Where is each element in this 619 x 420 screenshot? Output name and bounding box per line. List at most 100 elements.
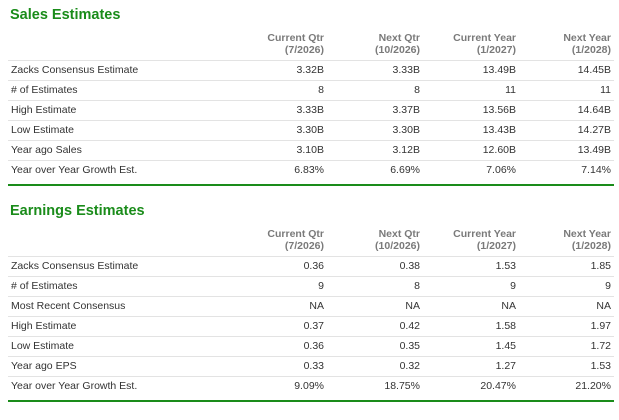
table-row: High Estimate 0.37 0.42 1.58 1.97 xyxy=(8,316,614,337)
table-cell: 7.06% xyxy=(486,164,516,176)
column-header-line1: Current Year xyxy=(453,228,516,240)
table-cell: 0.35 xyxy=(327,336,423,357)
column-header-line1: Next Qtr xyxy=(378,228,420,240)
table-cell: 6.83% xyxy=(294,164,324,176)
column-header-line2: (1/2028) xyxy=(571,43,611,56)
table-row: Low Estimate 3.30B 3.30B 13.43B 14.27B xyxy=(8,120,614,141)
table-cell: NA xyxy=(519,296,614,317)
table-cell: 11 xyxy=(423,80,519,101)
table-cell: 6.69% xyxy=(390,164,420,176)
row-label: Zacks Consensus Estimate xyxy=(8,60,229,81)
table-cell: 0.36 xyxy=(229,256,327,277)
column-header-next-year: Next Year (1/2028) xyxy=(519,224,614,257)
table-cell: 0.32 xyxy=(327,356,423,377)
table-row: # of Estimates 8 8 11 11 xyxy=(8,80,614,101)
table-row: Zacks Consensus Estimate 0.36 0.38 1.53 … xyxy=(8,256,614,277)
row-label: High Estimate xyxy=(8,100,229,121)
column-header-next-qtr: Next Qtr (10/2026) xyxy=(327,28,423,61)
row-label: Year ago EPS xyxy=(8,356,229,377)
table-row: Most Recent Consensus NA NA NA NA xyxy=(8,296,614,317)
table-cell: 9 xyxy=(423,276,519,297)
column-header-line1: Current Year xyxy=(453,32,516,44)
table-cell: 8 xyxy=(327,276,423,297)
table-row: Year ago EPS 0.33 0.32 1.27 1.53 xyxy=(8,356,614,377)
column-header-line2: (1/2027) xyxy=(476,239,516,252)
column-header-current-qtr: Current Qtr (7/2026) xyxy=(229,28,327,61)
row-label: High Estimate xyxy=(8,316,229,337)
header-blank xyxy=(8,28,229,61)
column-header-line1: Current Qtr xyxy=(267,32,324,44)
table-cell: 12.60B xyxy=(423,140,519,161)
table-cell: 1.53 xyxy=(423,256,519,277)
table-cell: 13.49B xyxy=(519,140,614,161)
table-cell: 0.37 xyxy=(229,316,327,337)
table-cell: 0.38 xyxy=(327,256,423,277)
table-row: Year over Year Growth Est. 9.09% 18.75% … xyxy=(8,377,614,397)
table-cell: 3.30B xyxy=(327,120,423,141)
sales-estimates-title: Sales Estimates xyxy=(10,7,121,23)
column-header-line2: (7/2026) xyxy=(284,43,324,56)
table-cell: 18.75% xyxy=(384,380,420,392)
column-header-line2: (7/2026) xyxy=(284,239,324,252)
table-cell: NA xyxy=(229,296,327,317)
row-label: Low Estimate xyxy=(8,120,229,141)
earnings-estimates-table: Current Qtr (7/2026) Next Qtr (10/2026) … xyxy=(8,224,614,396)
table-cell: 1.58 xyxy=(423,316,519,337)
table-cell: 14.45B xyxy=(519,60,614,81)
table-cell: 8 xyxy=(229,80,327,101)
table-cell: 1.72 xyxy=(519,336,614,357)
table-cell: 3.37B xyxy=(327,100,423,121)
table-cell: 1.45 xyxy=(423,336,519,357)
row-label: Most Recent Consensus xyxy=(8,296,229,317)
sales-estimates-section: Sales Estimates Current Qtr (7/2026) Nex… xyxy=(8,0,614,186)
column-header-line1: Next Year xyxy=(563,228,611,240)
table-row: Year ago Sales 3.10B 3.12B 12.60B 13.49B xyxy=(8,140,614,161)
table-cell: 1.27 xyxy=(423,356,519,377)
table-cell: 0.36 xyxy=(229,336,327,357)
table-cell: 9 xyxy=(519,276,614,297)
row-label: Year over Year Growth Est. xyxy=(11,164,138,176)
column-header-current-qtr: Current Qtr (7/2026) xyxy=(229,224,327,257)
table-row: High Estimate 3.33B 3.37B 13.56B 14.64B xyxy=(8,100,614,121)
table-cell: 7.14% xyxy=(581,164,611,176)
table-row: # of Estimates 9 8 9 9 xyxy=(8,276,614,297)
column-header-line2: (1/2027) xyxy=(476,43,516,56)
earnings-estimates-title: Earnings Estimates xyxy=(10,203,145,219)
table-cell: 3.33B xyxy=(229,100,327,121)
table-cell: 3.33B xyxy=(327,60,423,81)
table-cell: 3.10B xyxy=(229,140,327,161)
table-cell: NA xyxy=(327,296,423,317)
table-cell: 0.42 xyxy=(327,316,423,337)
column-header-next-qtr: Next Qtr (10/2026) xyxy=(327,224,423,257)
table-header-row: Current Qtr (7/2026) Next Qtr (10/2026) … xyxy=(8,224,614,257)
table-cell: 1.85 xyxy=(519,256,614,277)
row-label: # of Estimates xyxy=(8,80,229,101)
row-label: Low Estimate xyxy=(8,336,229,357)
column-header-line1: Current Qtr xyxy=(267,228,324,240)
table-cell: 14.27B xyxy=(519,120,614,141)
row-label: # of Estimates xyxy=(8,276,229,297)
table-cell: 13.43B xyxy=(423,120,519,141)
table-cell: 3.30B xyxy=(229,120,327,141)
column-header-line2: (1/2028) xyxy=(571,239,611,252)
table-cell: 21.20% xyxy=(575,380,611,392)
table-cell: 0.33 xyxy=(229,356,327,377)
column-header-next-year: Next Year (1/2028) xyxy=(519,28,614,61)
table-cell: 9.09% xyxy=(294,380,324,392)
table-row: Year over Year Growth Est. 6.83% 6.69% 7… xyxy=(8,161,614,181)
row-label: Year ago Sales xyxy=(8,140,229,161)
table-cell: 3.32B xyxy=(229,60,327,81)
column-header-line1: Next Year xyxy=(563,32,611,44)
table-row: Zacks Consensus Estimate 3.32B 3.33B 13.… xyxy=(8,60,614,81)
row-label: Zacks Consensus Estimate xyxy=(8,256,229,277)
table-row: Low Estimate 0.36 0.35 1.45 1.72 xyxy=(8,336,614,357)
table-header-row: Current Qtr (7/2026) Next Qtr (10/2026) … xyxy=(8,28,614,61)
table-cell: 14.64B xyxy=(519,100,614,121)
column-header-line2: (10/2026) xyxy=(375,43,420,56)
column-header-current-year: Current Year (1/2027) xyxy=(423,28,519,61)
table-cell: 1.97 xyxy=(519,316,614,337)
table-cell: 3.12B xyxy=(327,140,423,161)
header-blank xyxy=(8,224,229,257)
table-cell: 1.53 xyxy=(519,356,614,377)
sales-estimates-table: Current Qtr (7/2026) Next Qtr (10/2026) … xyxy=(8,28,614,180)
